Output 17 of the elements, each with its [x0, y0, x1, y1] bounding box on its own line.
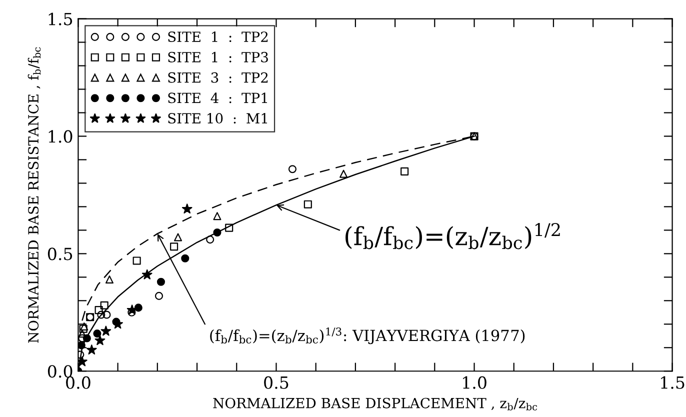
x-tick-label: 0.5 [264, 376, 288, 389]
legend-label: SITE 4 : TP1 [168, 92, 267, 104]
x-tick-label: 1.5 [661, 376, 684, 389]
legend-label: SITE 1 : TP2 [168, 32, 268, 42]
y-tick-label: 1.5 [48, 12, 72, 26]
x-tick-label: 0.0 [66, 376, 90, 389]
text: (f$_{b}$/f$_{bc}$)=(z$_{b}$/z$_{bc}$)$^{1/2}$ [346, 223, 560, 250]
legend-label: SITE 3 : TP2 [168, 72, 268, 83]
x-tick-label: 1.0 [463, 376, 486, 389]
legend-label: SITE 10 : M1 [168, 113, 268, 124]
y-tick-label: 1.0 [48, 130, 72, 143]
y-tick-label: 0.0 [48, 365, 72, 378]
y-tick-label: 0.5 [48, 248, 72, 260]
y-axis-title: NORMALIZED BASE RESISTANCE , f$_{b}$/f$_{bc}$ [28, 47, 41, 343]
x-axis-title: NORMALIZED BASE DISPLACEMENT , z$_{b}$/z$_{bc}$ [213, 398, 538, 410]
text: (f$_{b}$/f$_{bc}$)=(z$_{b}$/z$_{bc}$)$^{1/3}$: VIJAYVERGIYA (1977) [210, 327, 525, 344]
legend-label: SITE 1 : TP3 [168, 52, 268, 62]
